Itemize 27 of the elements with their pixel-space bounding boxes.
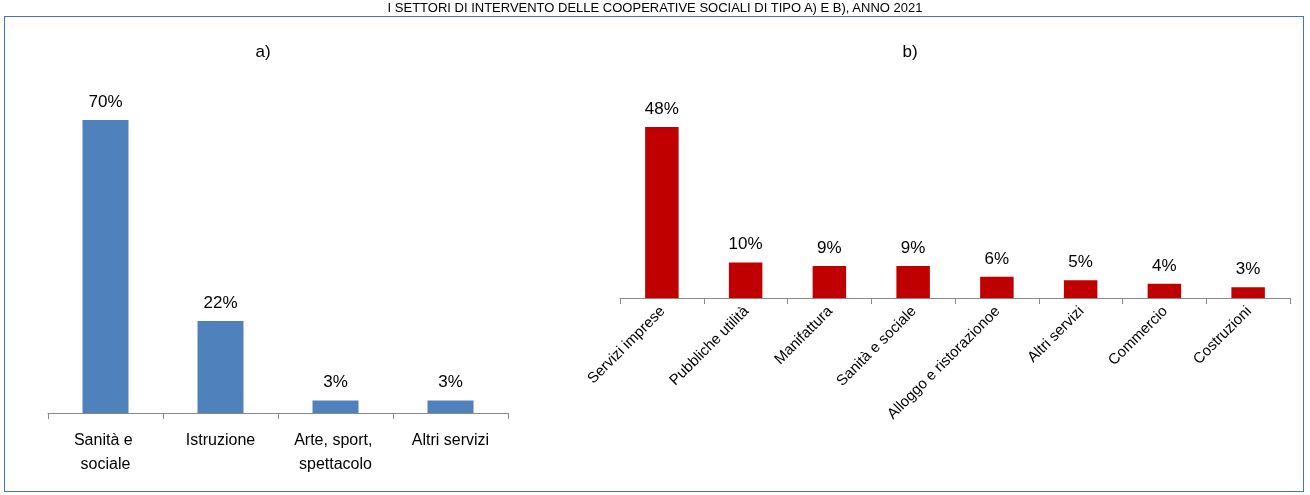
data-label: 5% (1068, 252, 1093, 272)
bar (645, 127, 679, 298)
chart-title: b) (902, 42, 918, 61)
bar (896, 265, 930, 298)
data-label: 9% (900, 237, 926, 257)
bar (1231, 287, 1265, 298)
bar (812, 265, 847, 298)
data-label: 9% (817, 237, 842, 257)
data-label: 10% (728, 234, 763, 254)
data-label: 6% (984, 248, 1010, 268)
text: I SETTORI DI INTERVENTO DELLE COOPERATIVE SOCIALI DI TIPO A) E B), ANNO 2021 (386, 0, 924, 16)
data-label: 48% (644, 99, 679, 119)
bar (980, 276, 1014, 298)
data-label: 3% (323, 372, 348, 392)
x-tick-label: Sanità e sociale (73, 430, 138, 472)
bar (1063, 280, 1098, 298)
bar (1147, 283, 1182, 298)
data-label: 22% (203, 292, 238, 312)
chart-title: a) (255, 42, 271, 61)
x-tick-label: Istruzione (185, 430, 256, 448)
data-label: 3% (1235, 259, 1261, 279)
bar (728, 262, 763, 298)
data-label: 3% (438, 372, 463, 392)
data-label: 4% (1152, 255, 1177, 275)
x-tick-label: Arte, sport, spettacolo (294, 430, 377, 472)
data-label: 70% (88, 92, 123, 111)
x-tick-label: Altri servizi (411, 430, 490, 448)
